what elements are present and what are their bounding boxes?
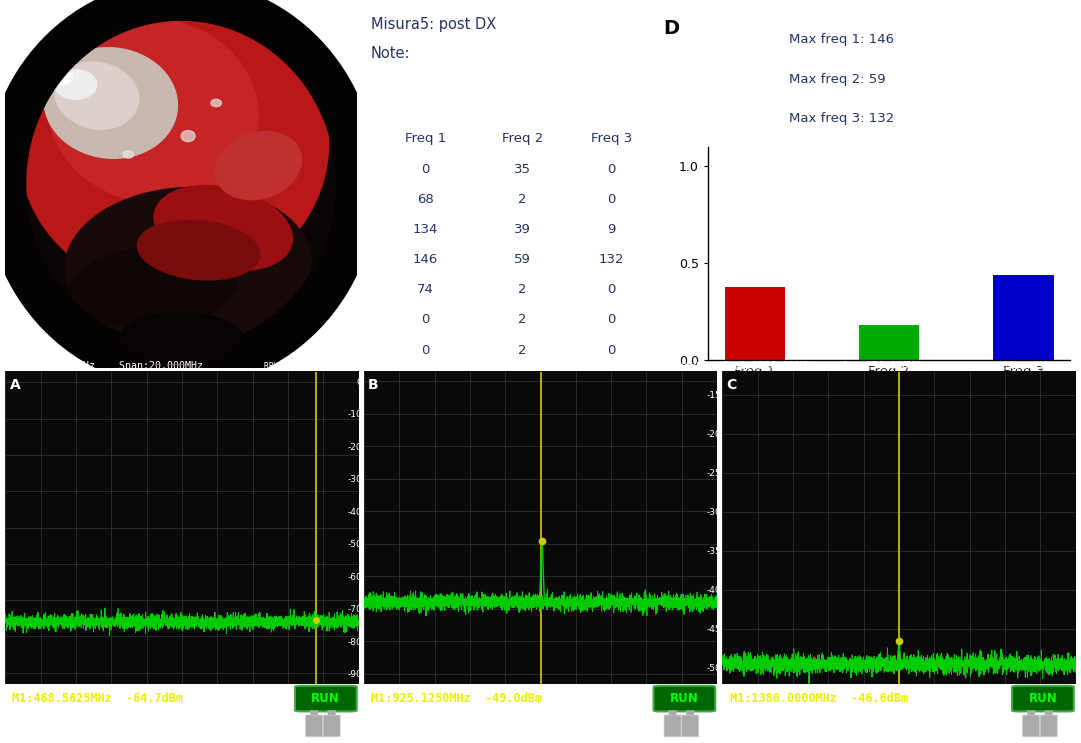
FancyBboxPatch shape <box>295 686 357 712</box>
FancyBboxPatch shape <box>686 711 694 716</box>
Ellipse shape <box>182 131 196 142</box>
FancyBboxPatch shape <box>1027 711 1035 716</box>
Text: 0: 0 <box>608 192 615 206</box>
Text: 2: 2 <box>518 283 526 296</box>
FancyBboxPatch shape <box>664 715 681 737</box>
Text: 68: 68 <box>417 192 433 206</box>
Text: Cent:1386.000MHz    Span:30.000MHz: Cent:1386.000MHz Span:30.000MHz <box>722 361 926 372</box>
Text: A: A <box>10 378 21 392</box>
FancyBboxPatch shape <box>328 711 335 716</box>
Text: RUN: RUN <box>1028 692 1057 705</box>
Text: M1:468.5625MHz  -64.7dBm: M1:468.5625MHz -64.7dBm <box>13 692 184 705</box>
Ellipse shape <box>154 186 293 270</box>
Text: 0dBm: 0dBm <box>363 363 384 372</box>
Text: Max freq 2: 59: Max freq 2: 59 <box>789 73 885 85</box>
Text: M1:1386.0000MHz  -46.6dBm: M1:1386.0000MHz -46.6dBm <box>730 692 908 705</box>
Text: 59: 59 <box>515 253 531 266</box>
FancyBboxPatch shape <box>1045 711 1053 716</box>
Text: M1:925.1250MHz  -49.0dBm: M1:925.1250MHz -49.0dBm <box>371 692 542 705</box>
Text: 0: 0 <box>608 163 615 175</box>
FancyBboxPatch shape <box>682 715 698 737</box>
Ellipse shape <box>69 246 237 328</box>
Text: Max freq 3: 132: Max freq 3: 132 <box>789 112 894 125</box>
Text: 9: 9 <box>608 223 615 236</box>
Ellipse shape <box>215 132 302 200</box>
Ellipse shape <box>123 151 134 158</box>
Ellipse shape <box>120 313 242 364</box>
Text: 0dBm: 0dBm <box>4 363 25 372</box>
Text: Cent:460.000MHz    Span:20.000MHz: Cent:460.000MHz Span:20.000MHz <box>5 361 203 372</box>
FancyBboxPatch shape <box>1012 686 1073 712</box>
Text: Sweep:Normal  Atten:On: Sweep:Normal Atten:On <box>730 723 858 733</box>
Text: 0: 0 <box>608 283 615 296</box>
FancyBboxPatch shape <box>306 715 322 737</box>
Text: RUN: RUN <box>670 692 698 705</box>
Text: Freq 1: Freq 1 <box>404 132 445 146</box>
Text: 0: 0 <box>421 343 429 357</box>
Text: Max freq 1: 146: Max freq 1: 146 <box>789 33 894 46</box>
Text: Freq 2: Freq 2 <box>502 132 543 146</box>
Text: 35: 35 <box>515 163 531 175</box>
Text: C: C <box>726 378 737 392</box>
Text: 0: 0 <box>608 314 615 326</box>
FancyBboxPatch shape <box>310 711 318 716</box>
Ellipse shape <box>19 4 329 291</box>
FancyBboxPatch shape <box>323 715 341 737</box>
Text: 134: 134 <box>413 223 438 236</box>
Circle shape <box>5 0 357 368</box>
Text: RBW:1000kHz VidF:On: RBW:1000kHz VidF:On <box>982 362 1073 371</box>
Text: 39: 39 <box>515 223 531 236</box>
FancyBboxPatch shape <box>1040 715 1057 737</box>
FancyBboxPatch shape <box>669 711 677 716</box>
Ellipse shape <box>44 48 177 158</box>
Ellipse shape <box>51 70 72 85</box>
Text: 0: 0 <box>421 163 429 175</box>
Text: 0: 0 <box>608 374 615 386</box>
Text: 2012: 2012 <box>19 4 38 13</box>
Text: 146: 146 <box>413 253 438 266</box>
Ellipse shape <box>211 100 222 107</box>
Text: 48: 48 <box>19 26 29 35</box>
Text: 74: 74 <box>416 283 433 296</box>
Text: Sweep:Normal  Atten:On: Sweep:Normal Atten:On <box>13 723 142 733</box>
Text: 0: 0 <box>608 343 615 357</box>
Text: 2: 2 <box>518 192 526 206</box>
Text: Misura5: post DX: Misura5: post DX <box>371 16 496 31</box>
Text: 2: 2 <box>518 314 526 326</box>
Bar <box>993 275 1054 360</box>
Ellipse shape <box>48 18 258 203</box>
Text: 2: 2 <box>518 343 526 357</box>
FancyBboxPatch shape <box>1023 715 1040 737</box>
Text: Note:: Note: <box>371 46 410 61</box>
Ellipse shape <box>65 187 311 342</box>
Text: B: B <box>369 378 378 392</box>
Text: 132: 132 <box>599 253 624 266</box>
Text: 0: 0 <box>421 314 429 326</box>
Text: 2: 2 <box>518 374 526 386</box>
Ellipse shape <box>55 70 97 100</box>
FancyBboxPatch shape <box>654 686 716 712</box>
Text: 0: 0 <box>421 374 429 386</box>
Text: RBW:1000kHz VidF:On: RBW:1000kHz VidF:On <box>623 362 716 371</box>
Text: Sweep:Normal  Atten:On: Sweep:Normal Atten:On <box>371 723 501 733</box>
Text: Cent:924.000MHz    Span:30.000MHz: Cent:924.000MHz Span:30.000MHz <box>364 361 562 372</box>
Text: 10dBm: 10dBm <box>722 363 747 372</box>
Text: Freq 3: Freq 3 <box>590 132 632 146</box>
Text: D: D <box>664 19 680 38</box>
Bar <box>724 287 785 360</box>
Ellipse shape <box>137 220 259 280</box>
Bar <box>859 325 919 360</box>
Text: RBW:1000kHz VidF:On: RBW:1000kHz VidF:On <box>264 362 357 371</box>
Text: RUN: RUN <box>311 692 341 705</box>
Ellipse shape <box>55 62 138 129</box>
